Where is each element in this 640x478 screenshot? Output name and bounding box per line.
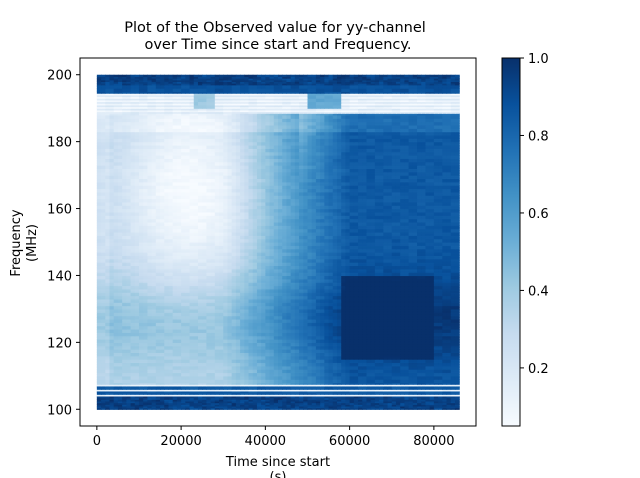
chart-title-line-2: over Time since start and Frequency.	[144, 37, 411, 53]
chart-title: Plot of the Observed value for yy-channe…	[124, 20, 426, 53]
chart-title-line-1: Plot of the Observed value for yy-channe…	[124, 20, 426, 36]
heatmap	[97, 75, 460, 410]
